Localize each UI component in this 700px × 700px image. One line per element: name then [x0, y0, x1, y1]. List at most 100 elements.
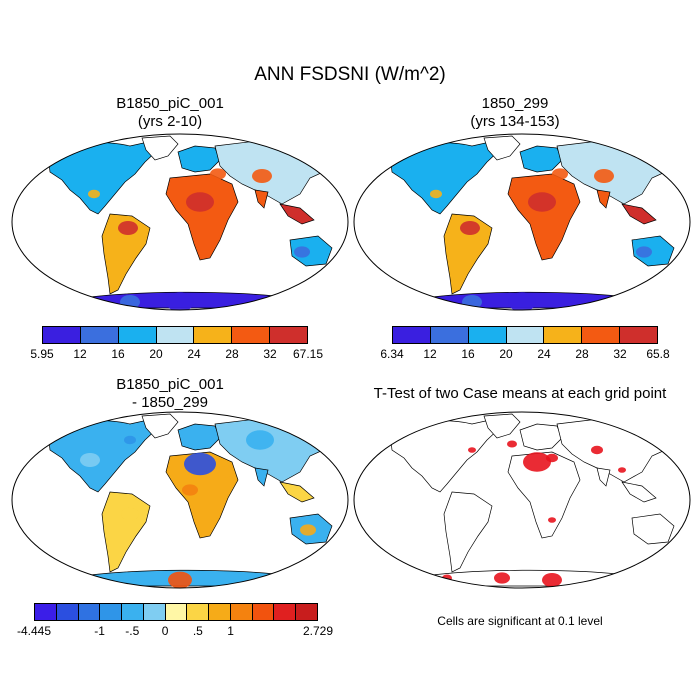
colorbar-labels-case2: 6.34 12 16 20 24 28 32 65.8 [380, 347, 669, 363]
colorbar-label: 20 [499, 347, 513, 361]
colorbar-swatch [78, 604, 101, 620]
landmass-na [389, 141, 503, 215]
landmass-na [47, 419, 161, 493]
colorbar-swatch [468, 327, 507, 343]
colorbar-swatch [393, 327, 431, 343]
colorbar-diff [34, 603, 318, 621]
colorbar-label: 16 [111, 347, 125, 361]
field-patch [528, 192, 556, 212]
colorbar-labels-case1: 5.95 12 16 20 24 28 32 67.15 [30, 347, 323, 363]
field-patch [508, 292, 536, 310]
colorbar-swatch [209, 604, 231, 620]
colorbar-label: 16 [461, 347, 475, 361]
field-patch [80, 453, 100, 467]
colorbar-swatch [187, 604, 210, 620]
panel-title-diff: B1850_piC_001 - 1850_299 [0, 376, 340, 412]
colorbar-label: 28 [225, 347, 239, 361]
colorbar-labels-diff: -4.445 -1 -.5 0 .5 1 2.729 [17, 624, 333, 640]
colorbar-label: 24 [187, 347, 201, 361]
field-patch [494, 572, 510, 584]
map-border [11, 411, 349, 589]
map-border [353, 133, 691, 311]
map-border [353, 411, 691, 589]
colorbar-label: 5.95 [30, 347, 54, 361]
landmass-india [254, 189, 269, 209]
field-patch [552, 168, 568, 180]
field-patch [548, 517, 556, 523]
panel-title-ttest: T-Test of two Case means at each grid po… [350, 385, 690, 403]
colorbar-swatch [118, 327, 157, 343]
colorbar-label: 0 [161, 624, 169, 638]
field-patch [430, 189, 442, 199]
colorbar-swatch [35, 604, 57, 620]
colorbar-label: 1 [227, 624, 234, 638]
landmass-europe [177, 423, 221, 451]
colorbar-swatch [274, 604, 297, 620]
colorbar-swatch [56, 604, 79, 620]
landmass-africa [507, 451, 581, 539]
panel-title-line2: - 1850_299 [132, 394, 208, 411]
colorbar-swatch [620, 327, 658, 343]
colorbar-label: 6.34 [380, 347, 404, 361]
landmass-greenland [483, 413, 521, 439]
colorbar-swatch [230, 604, 253, 620]
panel-title-case2: 1850_299 (yrs 134-153) [345, 95, 685, 131]
landmass-seasia [279, 481, 315, 503]
field-patch [166, 292, 194, 310]
landmass-australia [289, 235, 333, 267]
field-patch [468, 447, 476, 453]
field-patch [523, 452, 551, 472]
colorbar-swatch [80, 327, 119, 343]
field-patch [636, 211, 648, 221]
landmass-sa [101, 491, 151, 573]
field-patch [507, 440, 517, 448]
landmass-greenland [141, 413, 179, 439]
map-case1 [10, 132, 350, 312]
colorbar-label: -1 [94, 624, 105, 638]
colorbar-label: 20 [149, 347, 163, 361]
landmass-greenland [483, 135, 521, 161]
colorbar-label: -4.445 [16, 624, 52, 638]
ttest-note: Cells are significant at 0.1 level [437, 614, 603, 628]
field-patch [184, 452, 216, 476]
colorbar-swatch [270, 327, 308, 343]
landmass-europe [519, 423, 563, 451]
panel-title-line1: B1850_piC_001 [116, 95, 224, 112]
colorbar-swatch [156, 327, 195, 343]
figure-title: ANN FSDSNI (W/m^2) [254, 64, 446, 85]
colorbar-label: .5 [192, 624, 203, 638]
colorbar-label: 67.15 [292, 347, 324, 361]
landmass-india [596, 467, 611, 487]
field-patch [124, 435, 136, 445]
field-patch [118, 221, 138, 235]
landmass-sa [443, 491, 493, 573]
field-patch [294, 246, 310, 258]
panel-title-line2: (yrs 2-10) [137, 113, 203, 130]
field-patch [636, 246, 652, 258]
colorbar-label: 32 [613, 347, 627, 361]
panel-title-line1: 1850_299 [481, 95, 549, 112]
colorbar-swatch [165, 604, 188, 620]
map-border [11, 133, 349, 311]
field-patch [618, 467, 626, 473]
landmass-australia [631, 235, 675, 267]
landmass-na [389, 419, 503, 493]
field-patch [252, 169, 272, 183]
colorbar-label: 12 [73, 347, 87, 361]
landmass-sa [101, 213, 151, 295]
colorbar-label: 32 [263, 347, 277, 361]
field-patch [294, 211, 306, 221]
landmass-africa [507, 173, 581, 261]
field-patch [460, 221, 480, 235]
landmass-na [47, 141, 161, 215]
field-patch [594, 169, 614, 183]
colorbar-swatch [430, 327, 469, 343]
colorbar-label: 2.729 [302, 624, 334, 638]
field-patch [546, 453, 558, 463]
colorbar-swatch [544, 327, 583, 343]
field-patch [246, 430, 274, 450]
landmass-europe [519, 145, 563, 173]
landmass-india [254, 467, 269, 487]
field-patch [121, 507, 139, 521]
field-patch [88, 189, 100, 199]
